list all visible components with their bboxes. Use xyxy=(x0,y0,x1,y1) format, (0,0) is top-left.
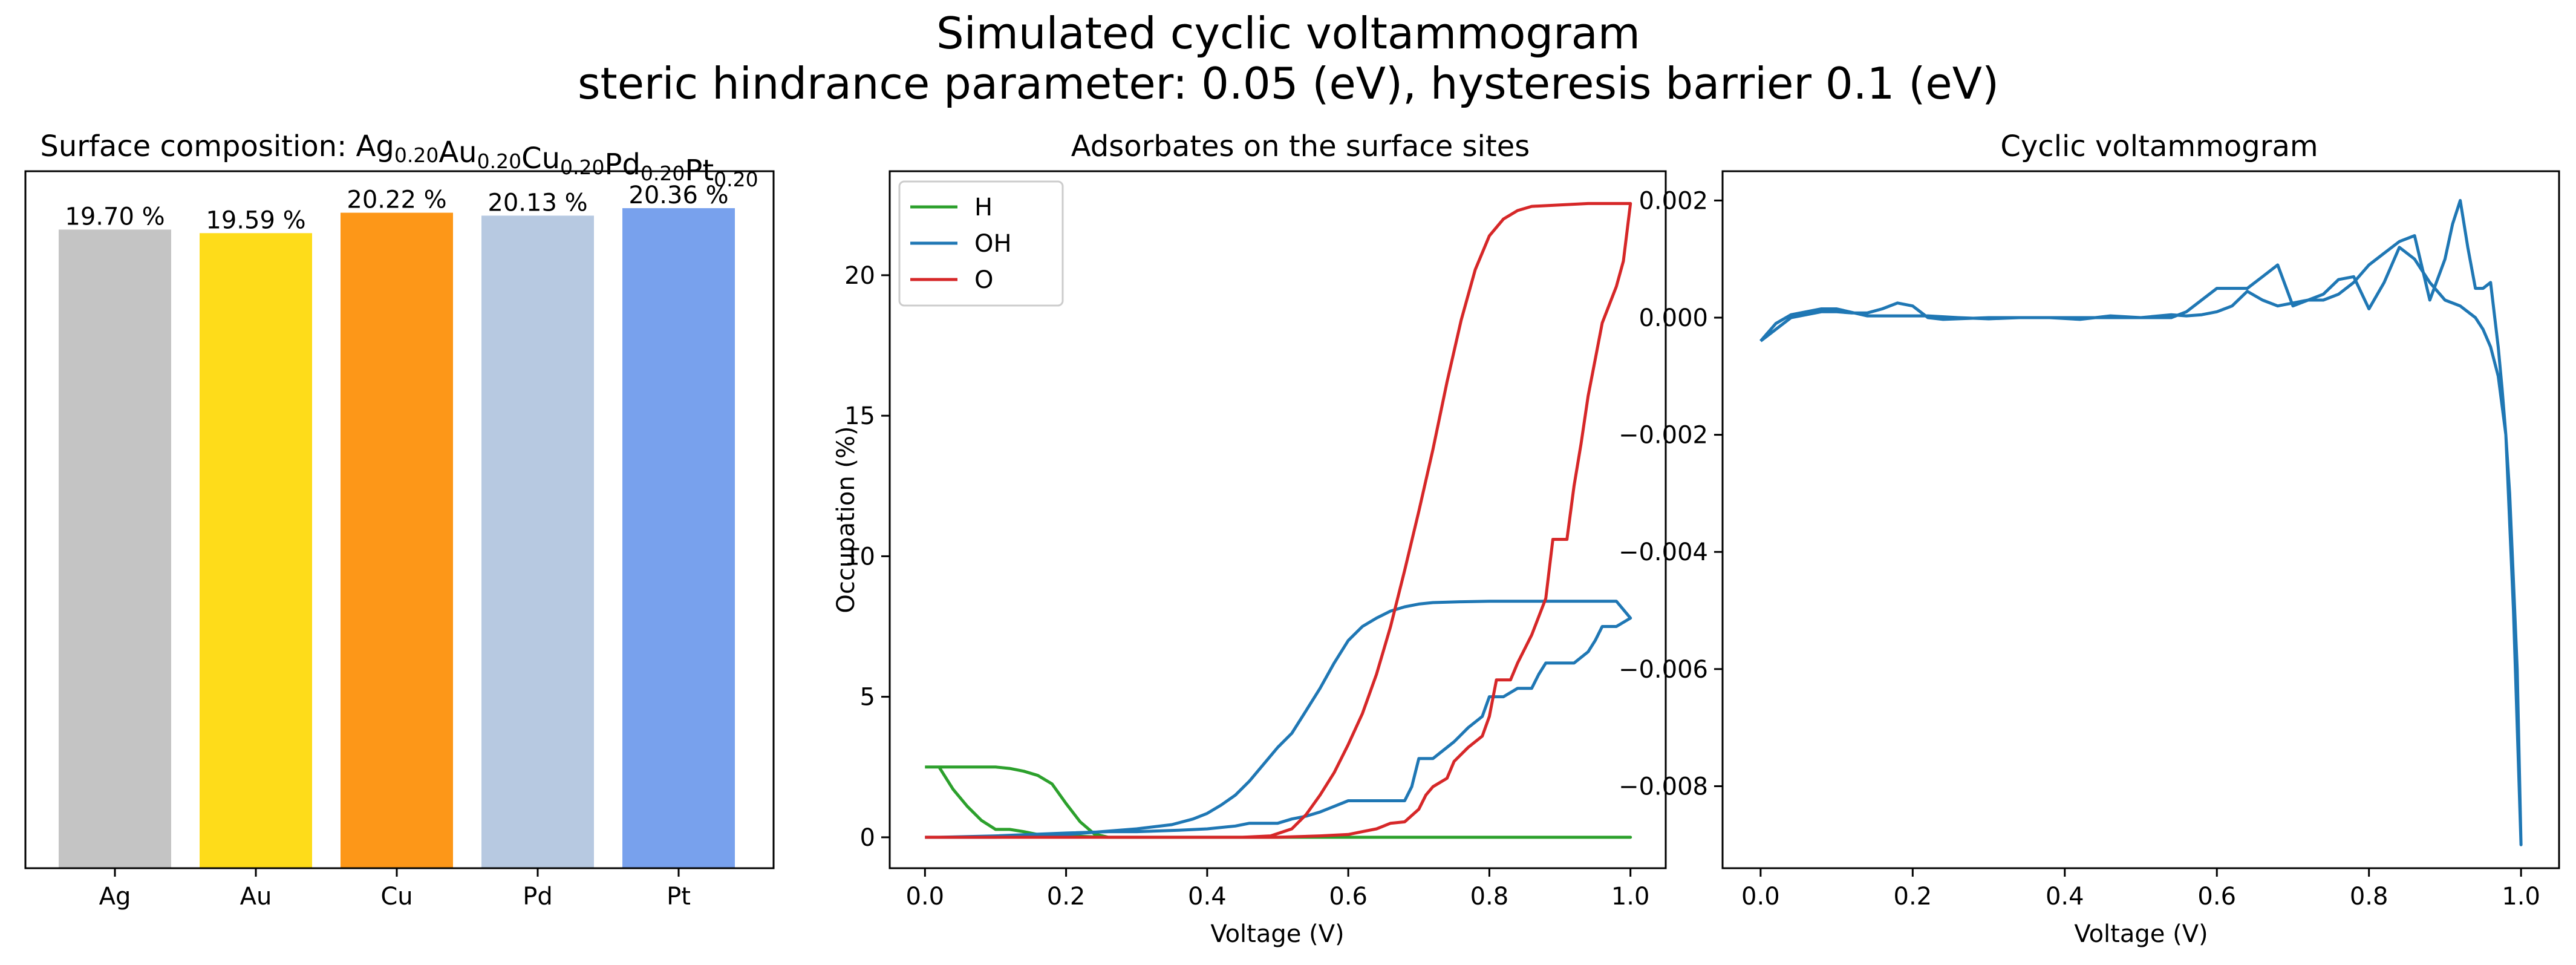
composition-bars xyxy=(59,208,735,869)
x-tick-label-pd: Pd xyxy=(523,883,553,911)
composition-title-subscript-cu: 0.20 xyxy=(560,155,604,179)
adsorbates-y-tick-label: 10 xyxy=(844,543,875,571)
bar-label-cu: 20.22 % xyxy=(347,186,446,214)
composition-x-ticks: Ag Au Cu Pd Pt xyxy=(99,868,691,911)
adsorbates-series-line-o xyxy=(925,201,1632,839)
cv-x-tick-label: 0.2 xyxy=(1894,883,1932,911)
adsorbates-series-line-h xyxy=(925,765,1632,839)
composition-bar-chart: Surface composition: Ag0.20Au0.20Cu0.20P… xyxy=(24,129,775,911)
cv-x-tick-label: 0.4 xyxy=(2046,883,2084,911)
adsorbates-legend: H OH O xyxy=(898,180,1064,307)
cv-series-line-current xyxy=(1759,198,2523,846)
bar-label-pd: 20.13 % xyxy=(487,189,587,217)
bar-label-au: 19.59 % xyxy=(206,206,305,234)
adsorbates-x-tick-label: 0.8 xyxy=(1470,883,1509,911)
adsorbates-x-axis-label: Voltage (V) xyxy=(1210,920,1344,948)
adsorbates-y-tick-label: 0 xyxy=(860,824,875,852)
cv-y-tick-label: −0.006 xyxy=(1619,656,1708,684)
legend-box xyxy=(898,180,1064,307)
cv-x-tick-label: 1.0 xyxy=(2502,883,2540,911)
legend-label-h: H xyxy=(974,194,993,221)
adsorbates-line-chart: Adsorbates on the surface sites 0.0 0.2 0.… xyxy=(832,129,1667,948)
bar-pd xyxy=(481,215,594,869)
adsorbates-y-axis-label: Occupation (%) xyxy=(832,426,860,613)
cv-axes: 0.0 0.2 0.4 0.6 0.8 1.0 0.002 0.000 −0.002 −0.004… xyxy=(1619,187,2540,911)
adsorbates-x-tick-label: 0.0 xyxy=(906,883,945,911)
adsorbates-chart-title: Adsorbates on the surface sites xyxy=(1071,129,1530,163)
composition-title-element-pd: Pd xyxy=(605,148,641,182)
cv-x-tick-label: 0.8 xyxy=(2350,883,2389,911)
cv-y-tick-label: 0.000 xyxy=(1639,304,1708,332)
composition-title-subscript-ag: 0.20 xyxy=(394,143,439,167)
cv-y-tick-label: 0.002 xyxy=(1639,187,1708,215)
composition-plot-frame xyxy=(24,170,775,869)
bar-label-pt: 20.36 % xyxy=(628,182,728,209)
adsorbates-series-lines xyxy=(925,201,1632,839)
cv-x-tick-label: 0.6 xyxy=(2197,883,2236,911)
x-tick-label-au: Au xyxy=(240,883,272,911)
x-tick-label-cu: Cu xyxy=(380,883,412,911)
composition-title-element-cu: Cu xyxy=(521,142,560,175)
composition-title-element-au: Au xyxy=(439,136,477,169)
figure-title-line1: Simulated cyclic voltammogram xyxy=(936,8,1640,59)
bar-cu xyxy=(341,212,453,868)
legend-label-o: O xyxy=(974,266,993,294)
adsorbates-y-tick-label: 5 xyxy=(860,684,875,711)
adsorbates-x-tick-label: 1.0 xyxy=(1611,883,1650,911)
adsorbates-series-line-oh xyxy=(925,600,1632,839)
cv-x-tick-label: 0.0 xyxy=(1741,883,1780,911)
adsorbates-y-tick-label: 20 xyxy=(844,262,875,290)
figure-title-line2: steric hindrance parameter: 0.05 (eV), h… xyxy=(578,58,1999,109)
composition-title-subscript-pd: 0.20 xyxy=(641,162,685,185)
composition-title-prefix: Surface composition: xyxy=(40,129,356,163)
bar-ag xyxy=(59,229,171,868)
adsorbates-y-tick-label: 15 xyxy=(844,402,875,430)
adsorbates-x-tick-label: 0.6 xyxy=(1329,883,1368,911)
cv-y-tick-label: −0.002 xyxy=(1619,422,1708,450)
cv-y-tick-label: −0.004 xyxy=(1619,538,1708,566)
cv-x-axis-label: Voltage (V) xyxy=(2074,920,2208,948)
legend-label-oh: OH xyxy=(974,230,1012,258)
composition-title-element-ag: Ag xyxy=(356,129,394,163)
cv-plot-frame xyxy=(1721,170,2560,869)
composition-chart-title: Surface composition: Ag0.20Au0.20Cu0.20P… xyxy=(40,129,758,191)
bar-label-ag: 19.70 % xyxy=(65,203,165,231)
composition-title-subscript-au: 0.20 xyxy=(477,149,521,173)
adsorbates-plot-frame xyxy=(889,170,1667,869)
adsorbates-x-tick-label: 0.4 xyxy=(1188,883,1227,911)
bar-au xyxy=(200,233,312,868)
adsorbates-x-tick-label: 0.2 xyxy=(1047,883,1086,911)
cv-line-chart: Cyclic voltammogram 0.0 0.2 0.4 0.6 0.8 1.00.… xyxy=(1619,129,2560,948)
cv-series-lines xyxy=(1759,198,2523,846)
adsorbates-axes: 0.0 0.2 0.4 0.6 0.8 1.0 0 5 10 15 20 xyxy=(844,262,1649,911)
x-tick-label-ag: Ag xyxy=(99,883,131,911)
x-tick-label-pt: Pt xyxy=(667,883,691,911)
bar-pt xyxy=(622,208,735,869)
cv-y-tick-label: −0.008 xyxy=(1619,773,1708,800)
cv-chart-title: Cyclic voltammogram xyxy=(2000,129,2318,163)
composition-data-labels: 19.70 % 19.59 % 20.22 % 20.13 % 20.36 % xyxy=(65,182,728,234)
